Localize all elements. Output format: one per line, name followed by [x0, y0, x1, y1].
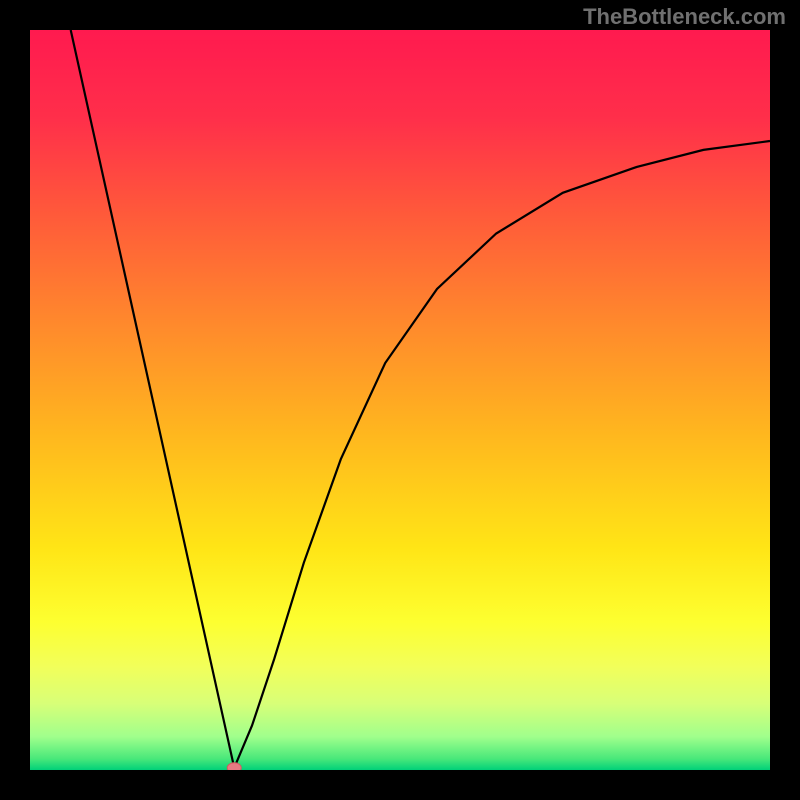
curve-path [71, 30, 770, 768]
vertex-marker [227, 763, 241, 770]
plot-area [30, 30, 770, 770]
chart-container: TheBottleneck.com [0, 0, 800, 800]
curve-layer [30, 30, 770, 770]
watermark-text: TheBottleneck.com [583, 4, 786, 30]
